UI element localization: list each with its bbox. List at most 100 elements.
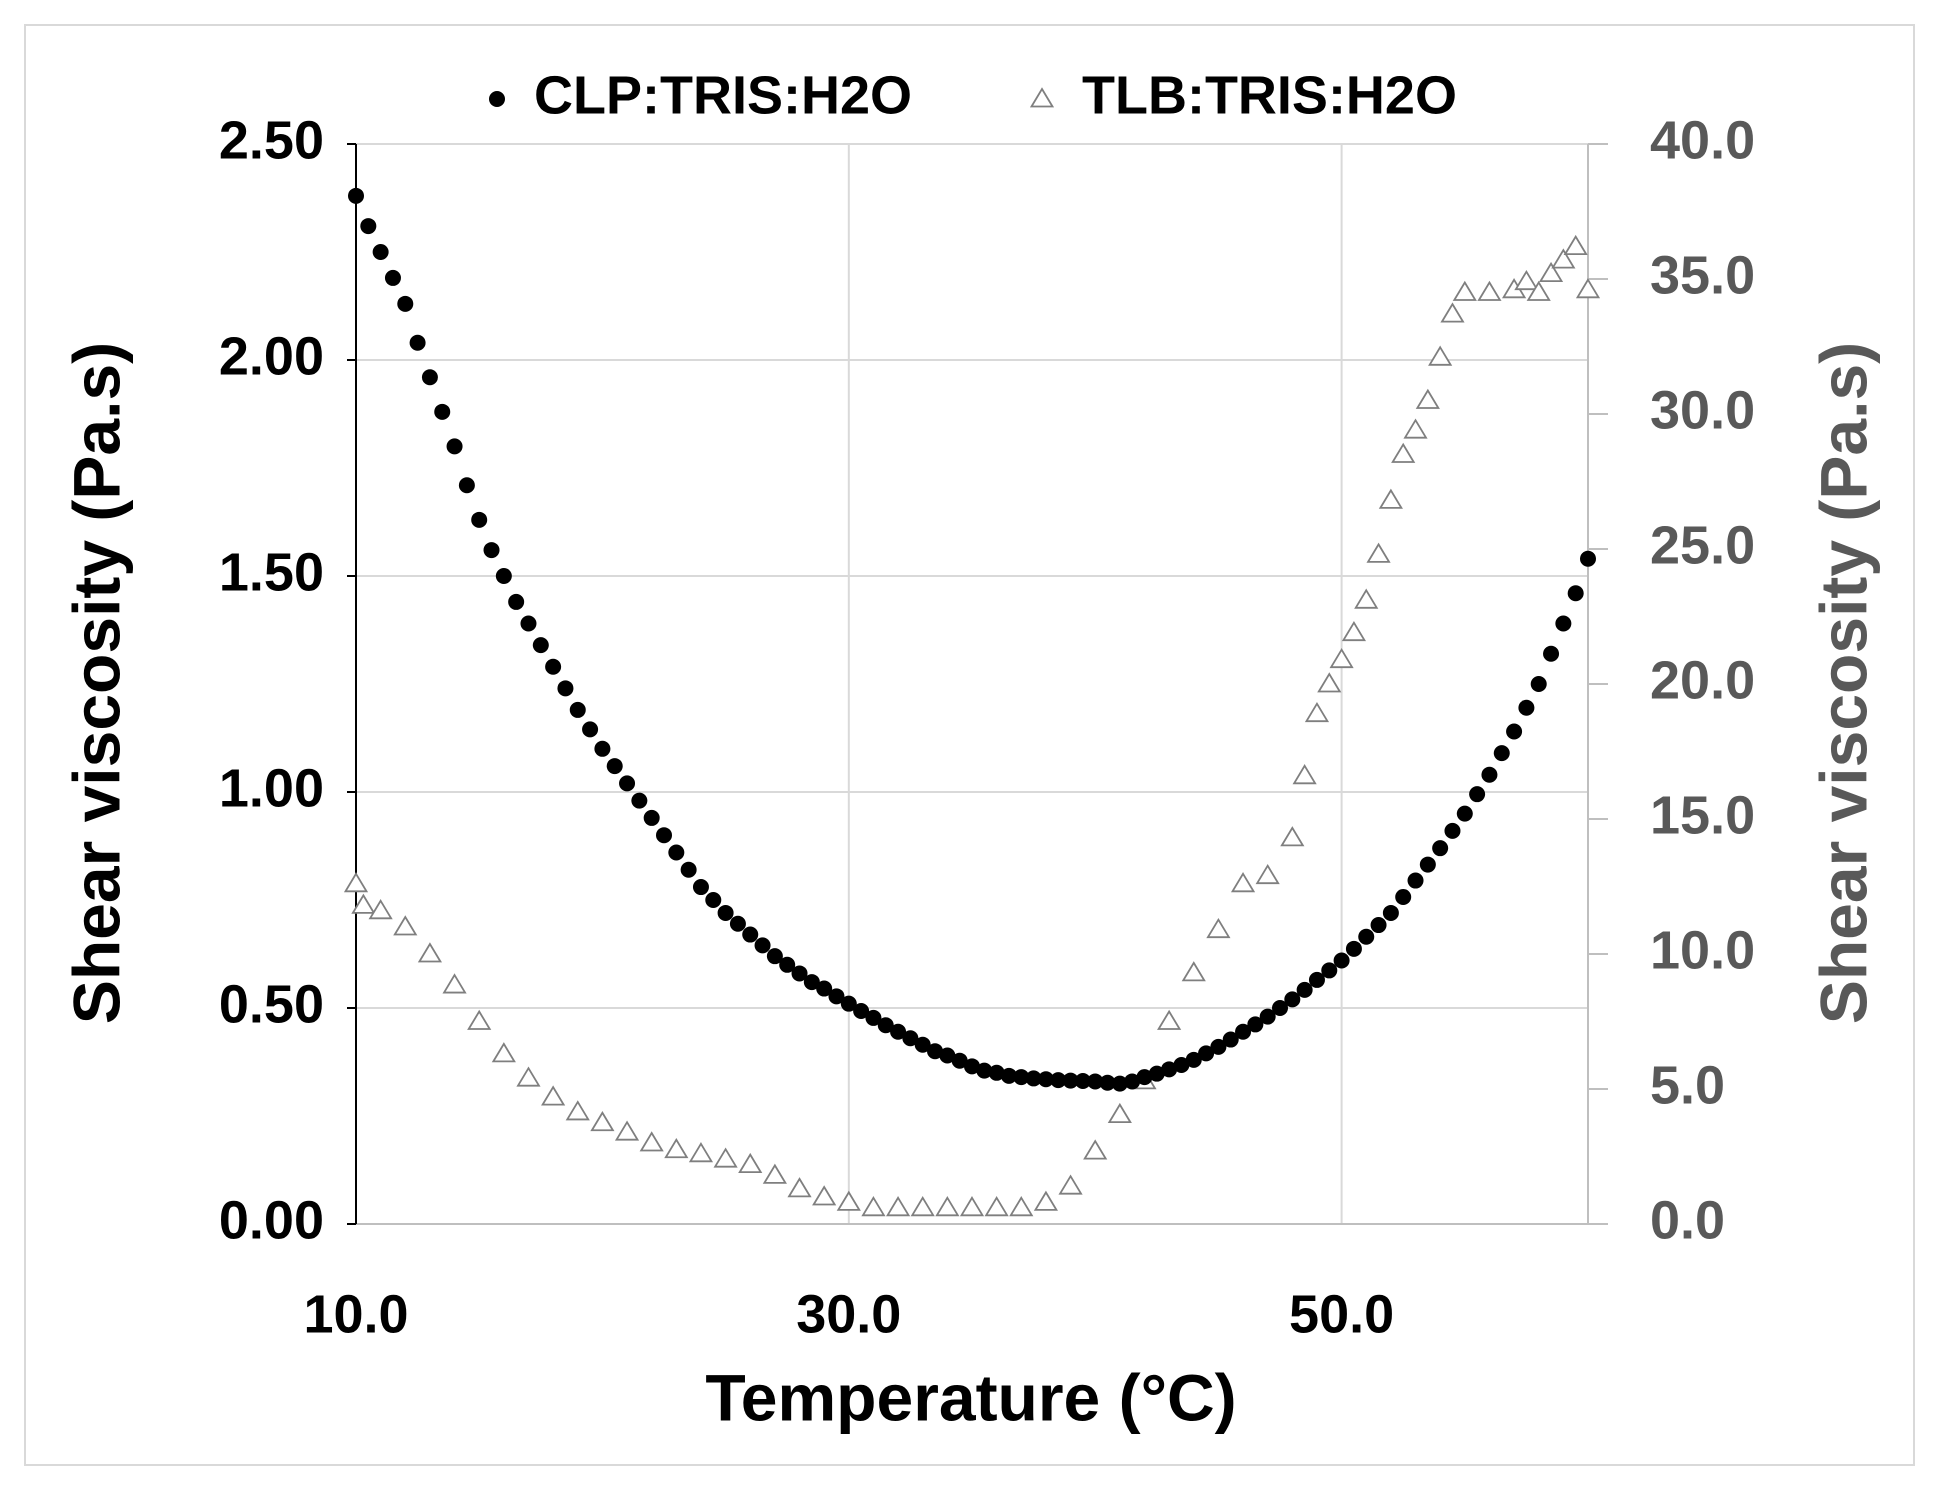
- data-point: [988, 1064, 1005, 1081]
- data-point: [812, 1185, 837, 1206]
- data-point: [1173, 1057, 1190, 1074]
- data-point: [1481, 766, 1498, 783]
- data-point: [656, 827, 672, 844]
- data-point: [1284, 991, 1301, 1008]
- data-point: [1235, 1023, 1252, 1040]
- y2-tick-label: 40.0: [1650, 110, 1755, 170]
- data-point: [1419, 856, 1436, 873]
- y-tick-label: 1.00: [219, 758, 324, 818]
- data-point: [791, 965, 808, 982]
- data-point: [1321, 962, 1338, 979]
- data-point: [1317, 672, 1342, 693]
- data-point: [1382, 904, 1399, 921]
- data-point: [1530, 676, 1547, 692]
- data-point: [483, 542, 500, 559]
- data-point: [713, 1147, 738, 1168]
- data-point: [664, 1138, 689, 1159]
- data-point: [688, 1142, 714, 1163]
- data-point: [885, 1196, 911, 1217]
- y2-axis-title: Shear viscosity (Pa.s): [1806, 342, 1880, 1024]
- y-tick-label: 0.00: [219, 1190, 324, 1250]
- data-point: [434, 403, 451, 420]
- data-point: [1210, 1038, 1227, 1055]
- data-point: [569, 701, 586, 718]
- data-point: [643, 809, 660, 826]
- data-point: [1308, 971, 1325, 988]
- data-point: [1280, 826, 1305, 847]
- data-point: [417, 942, 443, 963]
- data-point: [1469, 786, 1486, 803]
- data-point: [787, 1177, 812, 1198]
- data-point: [877, 1017, 894, 1034]
- data-point: [1136, 1069, 1153, 1086]
- data-point: [467, 1009, 492, 1030]
- data-point: [984, 1196, 1009, 1217]
- data-point: [1452, 280, 1477, 301]
- x-tick-label: 50.0: [1289, 1284, 1394, 1344]
- data-point: [1354, 588, 1379, 609]
- data-point: [348, 187, 364, 204]
- data-point: [1567, 585, 1584, 602]
- data-point: [1013, 1069, 1030, 1086]
- data-point: [1551, 248, 1576, 269]
- y2-tick-label: 5.0: [1650, 1055, 1725, 1115]
- data-point: [1000, 1067, 1017, 1084]
- data-point: [384, 269, 401, 286]
- data-point: [939, 1047, 956, 1064]
- data-point: [959, 1196, 985, 1217]
- data-point: [816, 980, 833, 997]
- data-point: [491, 1042, 516, 1063]
- data-point: [742, 926, 759, 943]
- data-point: [545, 658, 562, 675]
- data-point: [1358, 928, 1375, 945]
- data-point: [343, 872, 369, 893]
- data-point: [1083, 1139, 1108, 1160]
- data-point: [1198, 1045, 1215, 1062]
- data-point: [1099, 1074, 1116, 1091]
- data-point: [1185, 1051, 1202, 1068]
- data-point: [754, 937, 771, 954]
- y-tick-label: 2.00: [219, 326, 324, 386]
- data-point: [1543, 645, 1560, 662]
- data-point: [1563, 234, 1588, 255]
- data-point: [446, 438, 463, 455]
- y2-tick-label: 15.0: [1650, 785, 1755, 845]
- data-point: [557, 680, 574, 697]
- data-point: [1428, 345, 1453, 366]
- data-point: [779, 956, 796, 973]
- data-point: [368, 899, 393, 920]
- data-point: [1407, 872, 1424, 889]
- data-point: [1415, 388, 1440, 409]
- data-point: [1037, 1071, 1054, 1088]
- data-point: [1440, 302, 1465, 323]
- data-point: [541, 1085, 566, 1106]
- data-point: [351, 893, 376, 914]
- data-point: [1444, 822, 1461, 839]
- data-point: [853, 1003, 870, 1020]
- data-point: [1124, 1073, 1141, 1090]
- y2-tick-label: 20.0: [1650, 650, 1755, 710]
- data-point: [836, 1190, 861, 1211]
- data-point: [729, 915, 746, 932]
- data-point: [803, 974, 820, 991]
- data-point: [1111, 1075, 1128, 1092]
- data-point: [951, 1052, 968, 1069]
- data-point: [1009, 1196, 1034, 1217]
- data-point: [717, 904, 734, 921]
- data-point: [1526, 280, 1551, 301]
- y-axis-title: Shear viscosity (Pa.s): [59, 342, 133, 1024]
- data-point: [762, 1163, 787, 1184]
- data-point: [1161, 1061, 1178, 1078]
- data-point: [1506, 723, 1523, 740]
- data-point: [766, 948, 783, 965]
- y2-tick-label: 0.0: [1650, 1190, 1725, 1250]
- data-point: [1222, 1031, 1239, 1048]
- data-point: [565, 1100, 590, 1121]
- data-point: [1538, 261, 1564, 282]
- data-point: [1181, 961, 1206, 982]
- data-point: [910, 1196, 935, 1217]
- data-point: [1575, 278, 1601, 299]
- data-point: [828, 988, 845, 1005]
- data-point: [508, 593, 525, 610]
